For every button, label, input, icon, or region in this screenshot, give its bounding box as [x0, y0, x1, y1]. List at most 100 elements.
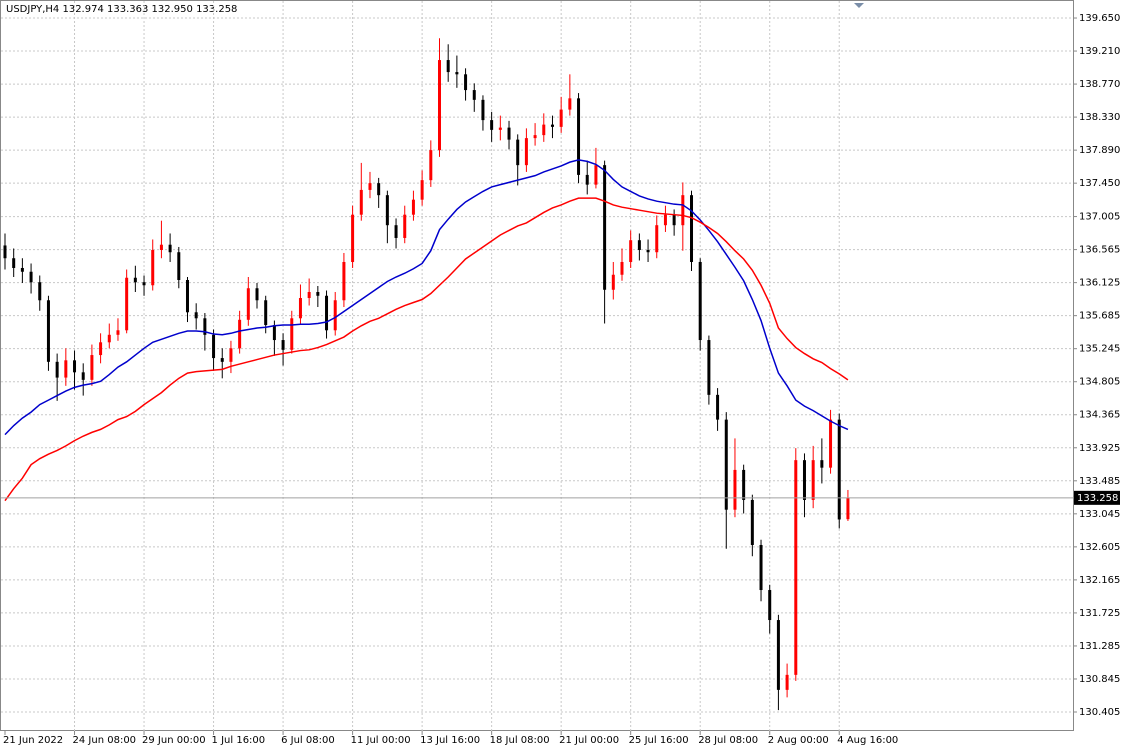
candle-body — [663, 214, 667, 226]
candle-body — [464, 74, 468, 91]
candle-body — [724, 419, 728, 510]
x-tick-label: 21 Jul 00:00 — [559, 735, 619, 746]
candle-body — [846, 497, 850, 520]
candle-body — [142, 282, 146, 286]
candle-body — [750, 499, 754, 545]
candle-body — [264, 300, 268, 326]
candle-body — [455, 72, 459, 75]
candle-body — [811, 460, 815, 500]
candle-body — [820, 460, 824, 468]
candle-body — [646, 249, 650, 253]
candle-body — [185, 279, 189, 313]
candle-body — [420, 180, 424, 200]
candle-body — [342, 261, 346, 301]
x-tick-label: 28 Jul 08:00 — [698, 735, 758, 746]
candle-body — [316, 292, 320, 296]
candle-body — [255, 288, 259, 301]
y-tick-label: 134.365 — [1079, 410, 1120, 421]
candle-body — [542, 124, 546, 136]
candle-body — [742, 469, 746, 500]
candle-body — [46, 300, 50, 362]
candle-body — [81, 372, 85, 380]
candle-body — [794, 460, 798, 675]
candle-body — [733, 469, 737, 510]
candle-body — [246, 288, 250, 320]
candle-body — [351, 214, 355, 262]
price-label: 133.258 — [1077, 493, 1118, 504]
candle-body — [802, 460, 806, 500]
candle-body — [490, 120, 494, 130]
x-tick-label: 24 Jun 08:00 — [73, 735, 137, 746]
candle-body — [203, 318, 207, 335]
candle-body — [385, 195, 389, 226]
x-tick-label: 4 Aug 16:00 — [837, 735, 898, 746]
candle-body — [655, 225, 659, 253]
candle-body — [690, 195, 694, 262]
candle-body — [768, 590, 772, 621]
candle-body — [168, 244, 172, 253]
candle-body — [290, 318, 294, 350]
candle-body — [38, 282, 42, 301]
candle-body — [533, 135, 537, 139]
y-tick-label: 131.285 — [1079, 641, 1120, 652]
candle-body — [307, 292, 311, 299]
candle-body — [403, 214, 407, 238]
candle-body — [603, 165, 607, 290]
candle-body — [594, 165, 598, 185]
candle-body — [716, 394, 720, 420]
y-tick-label: 131.725 — [1079, 608, 1120, 619]
candle-body — [73, 360, 77, 373]
candle-body — [99, 342, 103, 356]
y-tick-label: 130.405 — [1079, 707, 1120, 718]
y-tick-label: 136.565 — [1079, 245, 1120, 256]
candle-body — [550, 124, 554, 127]
candle-body — [411, 199, 415, 215]
x-tick-label: 1 Jul 16:00 — [212, 735, 266, 746]
candle-body — [637, 240, 641, 250]
candle-body — [611, 274, 615, 290]
x-tick-label: 11 Jul 00:00 — [351, 735, 411, 746]
candle-body — [90, 355, 94, 380]
candle-body — [272, 325, 276, 341]
y-tick-label: 135.245 — [1079, 344, 1120, 355]
candle-body — [333, 300, 337, 331]
moving-average — [4, 197, 849, 502]
x-tick-label: 21 Jun 2022 — [3, 735, 63, 746]
candle-body — [620, 261, 624, 275]
y-tick-label: 133.925 — [1079, 443, 1120, 454]
candle-body — [776, 620, 780, 690]
y-tick-label: 139.210 — [1079, 46, 1120, 57]
y-tick-label: 137.005 — [1079, 212, 1120, 223]
price-label-box — [1074, 490, 1120, 505]
candle-body — [785, 674, 789, 690]
y-tick-label: 139.650 — [1079, 13, 1120, 24]
candle-body — [498, 127, 502, 130]
candle-body — [159, 244, 163, 250]
x-tick-label: 29 Jun 00:00 — [142, 735, 206, 746]
candle-body — [759, 544, 763, 591]
candle-body — [194, 312, 198, 319]
candle-body — [107, 334, 111, 343]
plot-frame — [0, 0, 1074, 731]
candle-body — [125, 277, 129, 331]
y-tick-label: 133.045 — [1079, 509, 1120, 520]
candle-body — [472, 90, 476, 100]
chart-header: USDJPY,H4 132.974 133.363 132.950 133.25… — [6, 4, 237, 15]
y-tick-label: 133.485 — [1079, 476, 1120, 487]
candle-body — [681, 195, 685, 226]
candle-body — [829, 419, 833, 468]
candle-body — [368, 183, 372, 190]
candle-body — [55, 361, 59, 378]
candle-body — [585, 174, 589, 185]
y-tick-label: 138.770 — [1079, 79, 1120, 90]
y-tick-label: 137.890 — [1079, 145, 1120, 156]
candle-body — [133, 277, 137, 283]
candle-body — [229, 348, 233, 362]
candle-body — [446, 60, 450, 73]
candle-body — [3, 245, 7, 259]
y-tick-label: 135.685 — [1079, 311, 1120, 322]
candle-body — [325, 295, 329, 331]
candle-body — [707, 340, 711, 395]
candle-body — [524, 138, 528, 166]
